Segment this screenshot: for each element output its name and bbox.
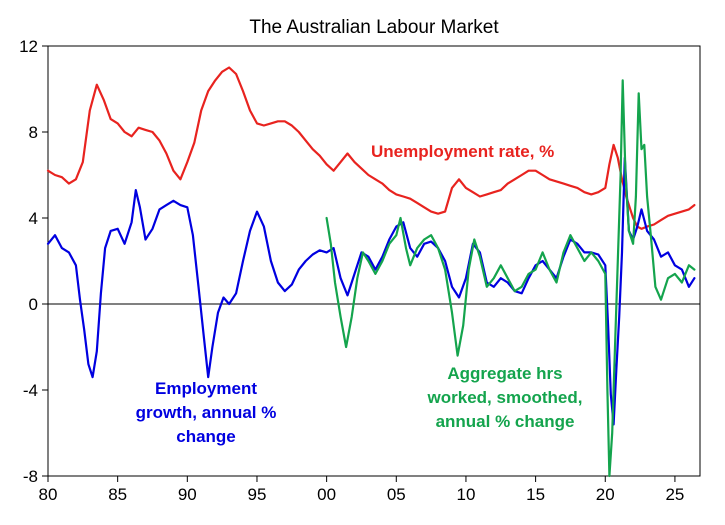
hours-label-line1: Aggregate hrs — [447, 364, 562, 383]
series-layer — [46, 66, 696, 478]
y-tick-label: -8 — [23, 467, 38, 486]
chart-title: The Australian Labour Market — [249, 17, 499, 38]
x-axis: 80 85 90 95 00 05 10 15 20 25 — [39, 476, 684, 504]
x-tick-label: 00 — [317, 485, 336, 504]
y-tick-label: 8 — [29, 123, 38, 142]
employment-label-line1: Employment — [155, 379, 257, 398]
employment-label-line2: growth, annual % — [136, 403, 277, 422]
x-tick-label: 10 — [456, 485, 475, 504]
unemployment-series-line — [46, 66, 696, 230]
employment-label-line3: change — [176, 427, 236, 446]
y-tick-label: 12 — [19, 37, 38, 56]
x-tick-label: 80 — [39, 485, 58, 504]
hours-series-line — [325, 79, 696, 478]
annotation-unemployment: Unemployment rate, % — [371, 142, 554, 161]
x-tick-label: 05 — [387, 485, 406, 504]
x-tick-label: 85 — [108, 485, 127, 504]
x-tick-label: 95 — [248, 485, 267, 504]
x-tick-label: 15 — [526, 485, 545, 504]
hours-label-line2: worked, smoothed, — [427, 388, 583, 407]
y-tick-label: 0 — [29, 295, 38, 314]
unemployment-label: Unemployment rate, % — [371, 142, 554, 161]
annotation-employment: Employment growth, annual % change — [136, 379, 277, 446]
x-tick-label: 90 — [178, 485, 197, 504]
x-tick-label: 20 — [596, 485, 615, 504]
employment-series-line — [46, 156, 696, 426]
annotation-hours: Aggregate hrs worked, smoothed, annual %… — [427, 364, 583, 431]
y-axis: 12 8 4 0 -4 -8 — [19, 37, 700, 486]
x-tick-label: 25 — [665, 485, 684, 504]
y-tick-label: 4 — [29, 209, 38, 228]
y-tick-label: -4 — [23, 381, 38, 400]
hours-label-line3: annual % change — [436, 412, 575, 431]
plot-area-frame — [47, 45, 701, 477]
